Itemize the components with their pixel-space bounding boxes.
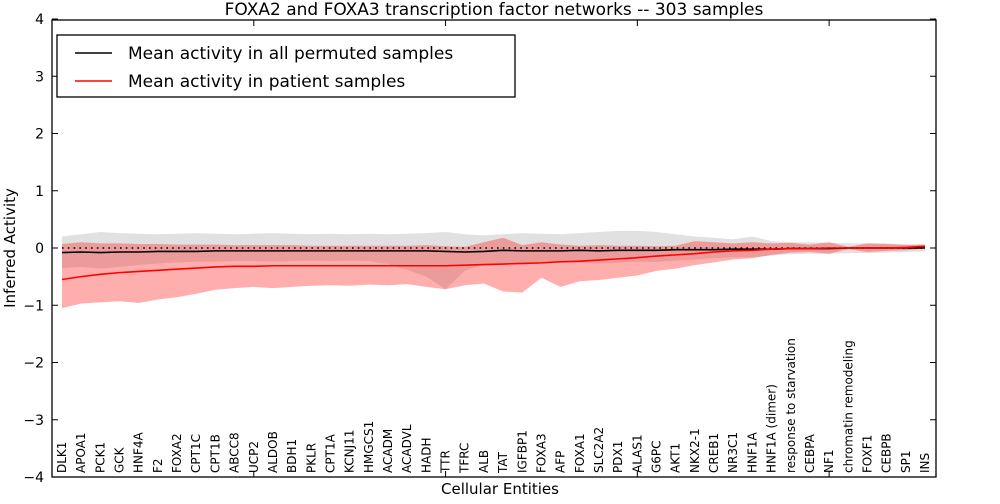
category-label: F2 [151,458,165,473]
category-label: FOXA2 [170,433,184,473]
category-label: SLC2A2 [592,427,606,473]
category-label: G6PC [650,440,664,473]
category-label: GCK [113,446,127,473]
category-label: CPT1B [208,434,222,473]
y-tick-label: −1 [23,298,44,314]
category-label: ACADVL [400,424,414,473]
category-label: APOA1 [74,432,88,473]
category-label: HNF4A [132,431,146,473]
y-tick-label: 0 [35,241,44,257]
category-label: NF1 [822,449,836,473]
category-label: PCK1 [93,442,107,473]
x-category-labels: DLK1 APOA1 PCK1 GCK HNF4A F2 FOXA2 CPT1C CPT1B AB… [55,338,932,474]
category-label: NKX2-1 [688,428,702,473]
category-label: FOXA3 [534,433,548,473]
legend-label-permuted: Mean activity in all permuted samples [128,44,453,64]
category-label: TTR [439,450,453,474]
y-tick-label: −3 [23,413,44,429]
series-lines [61,245,926,281]
x-axis-label: Cellular Entities [441,480,559,498]
legend: Mean activity in all permuted samples Me… [56,34,516,98]
permuted-confidence-band [62,230,925,290]
legend-box [56,34,516,98]
category-label: ALB [477,450,491,473]
axes-frame [51,19,937,478]
y-tick-label: 4 [35,12,44,28]
category-label: AKT1 [669,443,683,473]
category-label: CREB1 [707,433,721,473]
y-tick-labels: 4 3 2 1 0 −1 −2 −3 −4 [23,12,44,486]
category-label: SP1 [899,451,913,474]
patient-mean-line [61,245,926,281]
category-label: BDH1 [285,439,299,473]
category-label: PDX1 [611,441,625,473]
category-label: CEBPB [880,433,894,473]
legend-label-patient: Mean activity in patient samples [128,72,405,92]
category-label: FOXF1 [860,435,874,473]
category-label: TFRC [458,443,472,474]
category-label: HADH [419,438,433,474]
category-label: ALAS1 [630,434,644,473]
category-label: DLK1 [55,442,69,473]
category-label: ACADM [381,429,395,473]
category-label: chromatin remodeling [841,340,855,473]
y-tick-label: 3 [35,69,44,85]
y-tick-label: 2 [35,127,44,143]
category-label: CPT1C [189,434,203,473]
category-label: UCP2 [247,441,261,473]
category-label: KCNJ11 [343,430,357,473]
category-label: PKLR [304,443,318,473]
category-label: CEBPA [803,433,817,473]
category-label: IGFBP1 [515,430,529,473]
category-label: HNF1A (dimer) [765,384,779,473]
chart-title: FOXA2 and FOXA3 transcription factor net… [225,0,764,20]
category-label: AFP [554,451,568,473]
category-label: NR3C1 [726,432,740,473]
patient-confidence-band [62,237,925,309]
category-label: INS [918,453,932,473]
category-label: CPT1A [323,433,337,473]
y-tick-label: −2 [23,356,44,372]
category-label: HNF1A [745,431,759,473]
y-axis-label: Inferred Activity [1,188,19,308]
category-label: ALDOB [266,431,280,473]
y-tick-label: −4 [23,470,44,486]
category-label: ABCC8 [228,432,242,473]
category-label: TAT [496,451,510,474]
confidence-bands [62,230,925,309]
y-tick-label: 1 [35,184,44,200]
category-label: HMGCS1 [362,421,376,473]
category-label: response to starvation [784,338,798,473]
category-label: FOXA1 [573,433,587,473]
